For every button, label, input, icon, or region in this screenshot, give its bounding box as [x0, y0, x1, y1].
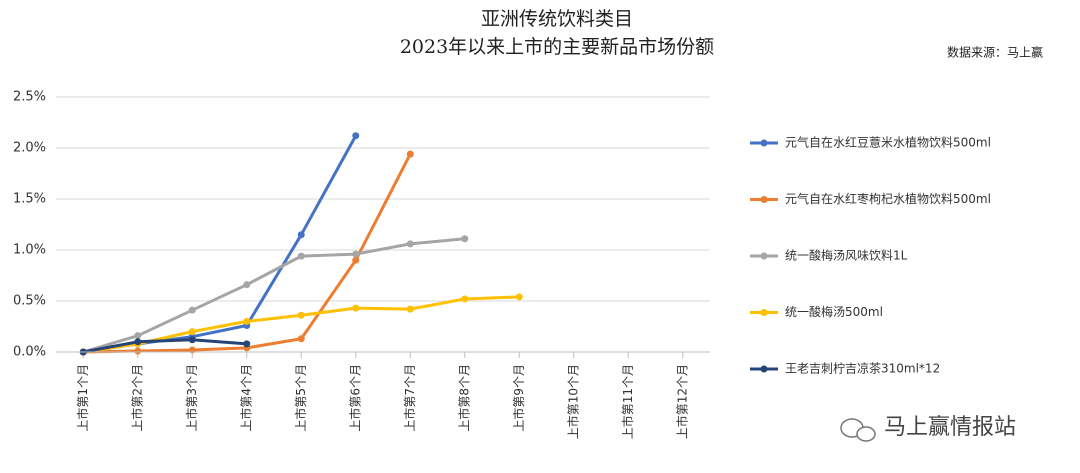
x-tick-label: 上市第10个月	[565, 364, 580, 439]
legend-marker	[760, 139, 768, 147]
point	[406, 150, 414, 158]
point	[243, 317, 251, 325]
x-tick-label: 上市第1个月	[75, 364, 90, 432]
x-tick-label: 上市第12个月	[674, 364, 689, 439]
x-tick-label: 上市第2个月	[129, 364, 144, 432]
legend-marker	[760, 365, 768, 373]
x-tick-label: 上市第6个月	[347, 364, 362, 432]
point	[352, 250, 360, 258]
chart-title: 亚洲传统饮料类目	[481, 8, 633, 30]
watermark-icon	[840, 418, 876, 442]
series-line	[82, 237, 465, 354]
y-tick-label: 1.0%	[13, 243, 46, 258]
point	[352, 256, 360, 264]
x-tick-label: 上市第3个月	[184, 364, 199, 432]
y-tick-label: 0.5%	[13, 294, 46, 309]
x-tick-label: 上市第9个月	[511, 364, 526, 432]
legend-label: 元气自在水红豆薏米水植物饮料500ml	[785, 135, 991, 150]
y-tick-label: 2.0%	[13, 141, 46, 156]
point	[406, 305, 414, 313]
point	[188, 336, 196, 344]
x-tick-label: 上市第7个月	[402, 364, 417, 432]
series-line	[82, 338, 247, 354]
x-tick-label: 上市第8个月	[456, 364, 471, 432]
point	[134, 347, 142, 355]
point	[297, 231, 305, 239]
legend-label: 元气自在水红枣枸杞水植物饮料500ml	[785, 191, 991, 206]
x-tick-label: 上市第4个月	[238, 364, 253, 432]
point	[243, 340, 251, 348]
source: 数据来源：马上赢	[947, 45, 1043, 60]
legend-label: 统一酸梅汤500ml	[785, 304, 883, 319]
x-tick-label: 上市第5个月	[293, 364, 308, 432]
point	[243, 281, 251, 289]
point	[188, 306, 196, 314]
legend-marker	[760, 309, 768, 316]
y-tick-label: 0.0%	[13, 345, 46, 360]
point	[461, 235, 469, 243]
point	[352, 132, 360, 140]
legend-marker	[760, 252, 768, 260]
point	[297, 335, 305, 343]
point	[134, 338, 142, 346]
point	[461, 295, 469, 303]
legend-marker	[760, 196, 768, 203]
legend-label: 统一酸梅汤风味饮料1L	[785, 248, 908, 263]
point	[134, 332, 142, 340]
point	[352, 304, 360, 312]
x-tick-label: 上市第11个月	[620, 364, 635, 439]
point	[515, 293, 523, 301]
y-tick-label: 2.5%	[13, 90, 46, 105]
chart-subtitle: 2023年以来上市的主要新品市场份额	[400, 36, 714, 58]
watermark: 马上赢情报站	[884, 415, 1016, 440]
point	[188, 328, 196, 336]
point	[297, 311, 305, 319]
point	[406, 240, 414, 248]
point	[297, 252, 305, 260]
legend-label: 王老吉刺柠吉凉茶310ml*12	[785, 361, 940, 376]
y-tick-label: 1.5%	[13, 192, 46, 207]
